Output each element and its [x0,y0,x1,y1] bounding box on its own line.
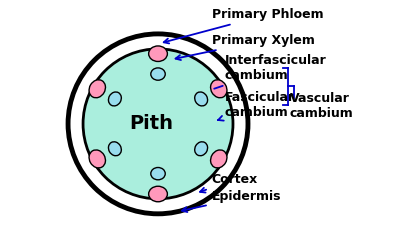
Ellipse shape [210,150,226,168]
Text: Interfascicular
cambium: Interfascicular cambium [214,54,325,89]
Ellipse shape [148,186,167,202]
Text: Vascular
cambium: Vascular cambium [289,92,353,120]
Text: Fascicular
cambium: Fascicular cambium [217,91,294,121]
Ellipse shape [150,68,165,80]
Ellipse shape [194,92,207,106]
Ellipse shape [108,92,121,106]
Circle shape [68,34,247,214]
Ellipse shape [210,80,226,98]
Ellipse shape [150,168,165,180]
Text: Primary Xylem: Primary Xylem [175,34,313,60]
Circle shape [83,49,232,199]
Ellipse shape [89,80,105,98]
Ellipse shape [148,46,167,61]
Text: Pith: Pith [129,114,173,133]
Text: Epidermis: Epidermis [181,190,280,212]
Text: Cortex: Cortex [200,173,257,192]
Text: Primary Phloem: Primary Phloem [163,8,322,43]
Ellipse shape [194,142,207,156]
Ellipse shape [108,142,121,156]
Ellipse shape [89,150,105,168]
